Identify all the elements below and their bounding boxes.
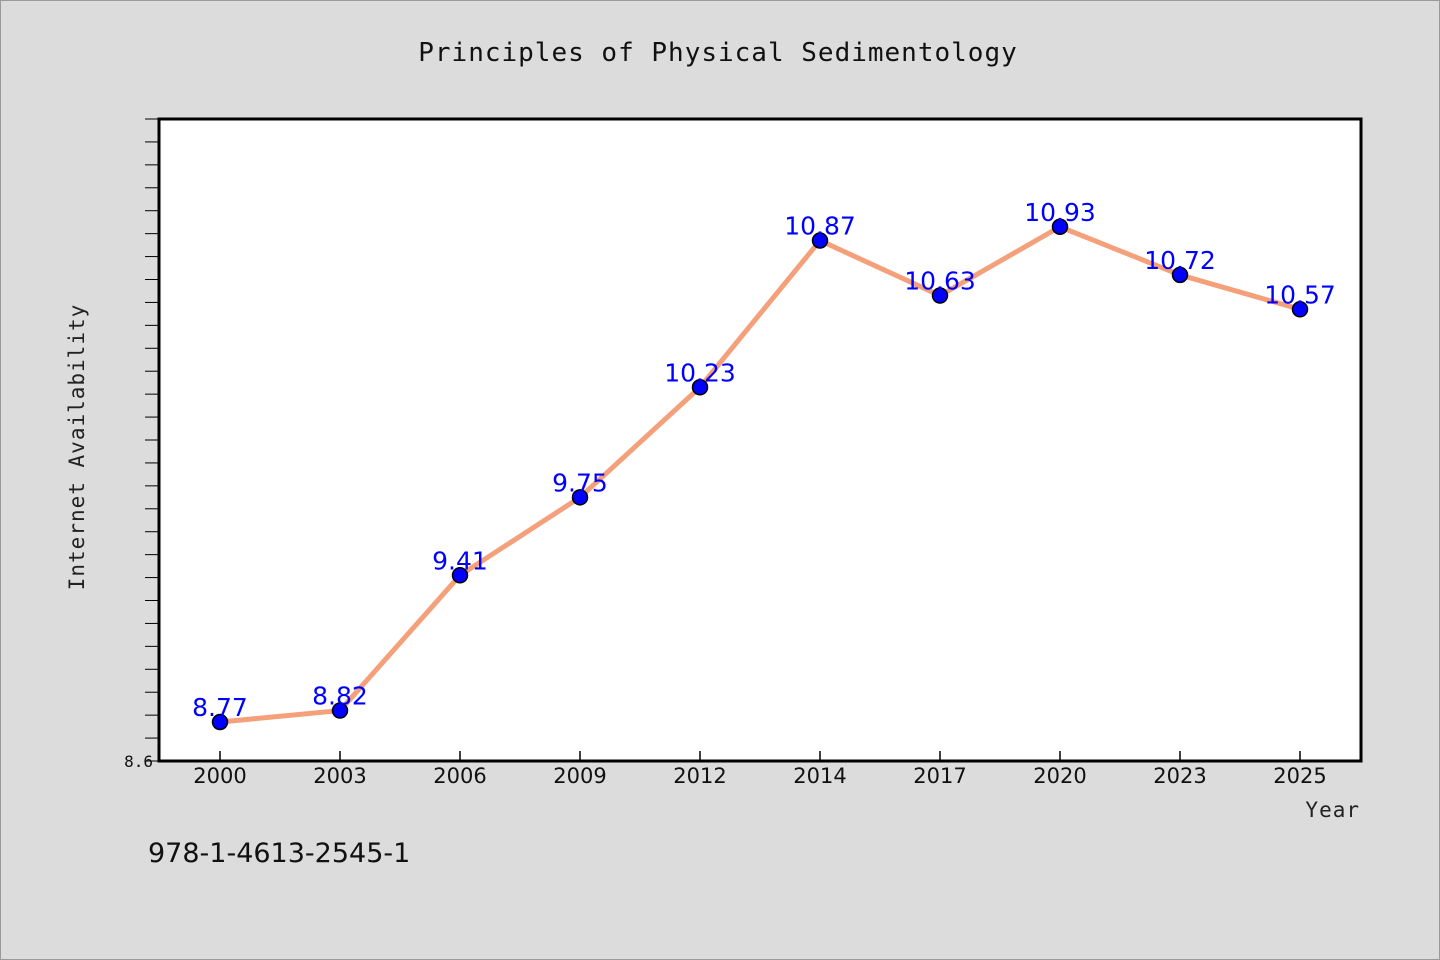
x-axis-ticks: 2000 2003 2006 2009 2012 2014 2017 2020 2023 2025 xyxy=(193,751,1327,788)
data-point xyxy=(1171,266,1189,284)
x-tick-label: 2012 xyxy=(673,764,726,788)
x-tick-label: 2014 xyxy=(793,764,846,788)
series-group: 8.77 8.82 9.41 9.75 10.23 10.87 10.63 10.93 10.7… xyxy=(192,198,1336,731)
data-point xyxy=(331,702,349,719)
x-tick-label: 2006 xyxy=(433,764,486,788)
data-label: 10.93 xyxy=(1024,198,1096,227)
x-tick-label: 2025 xyxy=(1273,764,1326,788)
data-label: 10.87 xyxy=(784,212,856,241)
data-point xyxy=(931,287,949,304)
data-label: 10.63 xyxy=(904,267,976,296)
x-tick-label: 2020 xyxy=(1033,764,1086,788)
data-label: 9.75 xyxy=(552,468,608,497)
data-point xyxy=(811,232,829,249)
series-line xyxy=(219,224,1301,725)
x-tick-label: 2017 xyxy=(913,764,966,788)
x-axis-label: Year xyxy=(1305,798,1360,822)
data-label: 10.23 xyxy=(664,358,736,387)
data-point xyxy=(571,489,589,506)
data-label: 10.57 xyxy=(1264,280,1336,309)
chart-title: Principles of Physical Sedimentology xyxy=(418,38,1018,68)
x-tick-label: 2000 xyxy=(193,764,246,788)
y-axis-ticks: 8.6 xyxy=(124,118,158,771)
y-tick-label: 8.6 xyxy=(124,752,153,771)
data-label: 9.41 xyxy=(432,546,488,575)
data-label: 8.77 xyxy=(192,693,248,722)
data-label: 10.72 xyxy=(1144,246,1216,275)
data-point xyxy=(211,713,229,731)
y-axis-label: Internet Availability xyxy=(65,304,89,591)
data-point xyxy=(1291,301,1309,318)
data-point xyxy=(451,567,469,584)
x-tick-label: 2023 xyxy=(1153,764,1206,788)
data-label: 8.82 xyxy=(312,682,368,711)
plot-area xyxy=(157,117,1363,763)
x-tick-label: 2009 xyxy=(553,764,606,788)
x-tick-label: 2003 xyxy=(313,764,366,788)
data-point xyxy=(691,379,709,396)
isbn-annotation: 978-1-4613-2545-1 xyxy=(148,838,410,869)
data-point xyxy=(1051,218,1069,236)
